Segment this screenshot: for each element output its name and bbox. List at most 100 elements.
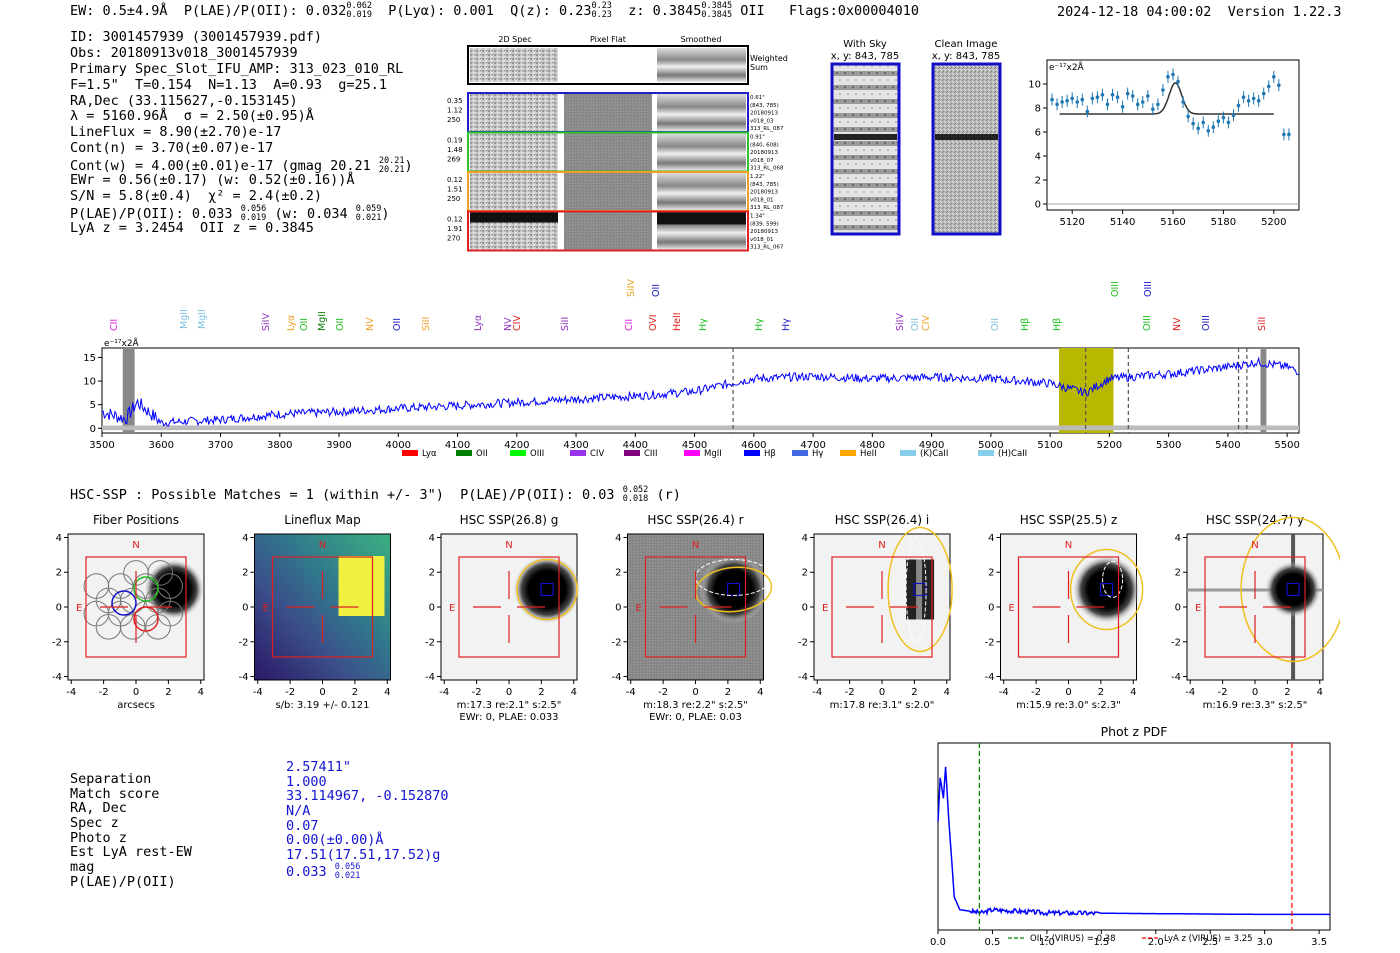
line-label: OIII	[1142, 315, 1153, 331]
spec-xtick-label: 5500	[1274, 440, 1299, 451]
panel-xtick-label: -2	[845, 687, 855, 698]
north-label: N	[319, 540, 326, 551]
cutout-smoothed-1	[657, 133, 746, 171]
photz-xtick-label: 2.5	[1202, 937, 1218, 947]
panel-4: HSC SSP(26.4) i N E -4 -4 -2 -2 0 0 2 2 4 4 m:17.8 re…	[798, 513, 953, 711]
noise-band	[102, 425, 1299, 431]
version: Version 1.22.3	[1227, 4, 1342, 20]
match-value: 17.51(17.51,17.52)g	[286, 847, 441, 864]
panel-ytick-label: 0	[56, 603, 62, 614]
spec-xtick-label: 4500	[682, 440, 707, 451]
galaxy	[699, 555, 768, 624]
zoom-unit: e⁻¹⁷x2Å	[1049, 61, 1085, 73]
east-label: E	[449, 603, 455, 614]
panel-ytick-label: 2	[242, 568, 248, 579]
spec-ytick-label: 0	[90, 424, 96, 435]
panel-0: Fiber Positions N E -4 -4 -2 -2 0 0 2 2 4 4 arcsecs	[52, 513, 205, 711]
zoom-point	[1166, 75, 1170, 79]
ew-value: EW: 0.5±4.9Å	[70, 3, 168, 19]
match-row-mag: mag 17.51(17.51,17.52)g	[70, 848, 440, 875]
qz-hi: 0.23	[591, 1, 612, 11]
galaxy	[144, 559, 205, 620]
cutout-right-label: 313_RL_087	[750, 205, 784, 211]
panel-ytick-label: -4	[985, 672, 995, 683]
cutout-2d-2	[470, 173, 558, 210]
line-label: SiII	[421, 317, 432, 331]
match-row-radec: RA, Dec 33.114967, -0.152870	[70, 789, 449, 817]
with-sky-trace	[834, 134, 897, 140]
panel-xtick-label: -4	[439, 687, 449, 698]
line-label: SiII	[1257, 317, 1268, 331]
panel-xtick-label: 4	[198, 687, 204, 698]
north-label: N	[505, 540, 512, 551]
spectrum-line	[101, 356, 1300, 427]
match-label: RA, Dec	[70, 800, 127, 817]
legend-swatch	[402, 450, 418, 456]
cutout-right-label: v018_01	[750, 197, 774, 203]
spec-xtick-label: 5300	[1156, 440, 1181, 451]
line-label: Lyα	[473, 315, 484, 331]
line-label: MgII	[179, 309, 190, 329]
panel-caption: m:18.3 re:2.2" s:2.5"	[643, 700, 748, 711]
match-row-separation: Separation 2.57411"	[70, 760, 351, 787]
legend-swatch	[744, 450, 760, 456]
zoom-point	[1110, 93, 1115, 97]
legend-swatch	[792, 450, 808, 456]
aperture-ellipse	[516, 558, 578, 621]
legend-lya-label: LyA z (VIRUS) = 3.25	[1164, 934, 1253, 944]
panel-xtick-label: 2	[352, 687, 358, 698]
source-marker	[540, 582, 554, 597]
cutout-left-label: 269	[447, 156, 460, 164]
zoom-point	[1146, 94, 1150, 98]
panel-xtick-label: -4	[1185, 687, 1195, 698]
north-label: N	[1251, 540, 1258, 551]
gray-band	[1260, 348, 1267, 433]
cutout-left-label: 250	[447, 195, 460, 203]
cutout-right-label: (843, 785)	[750, 182, 779, 188]
panel-ytick-label: -2	[425, 637, 435, 648]
panel-title: Lineflux Map	[284, 513, 360, 527]
fiber-secondary	[133, 576, 159, 602]
line-label: OVI	[648, 314, 659, 331]
hsc-suffix: (r)	[656, 487, 681, 503]
cutout-right-label: 1.22"	[750, 174, 765, 180]
legend-swatch	[570, 450, 586, 456]
clean-title: Clean Image	[935, 39, 998, 50]
legend-label: Hβ	[764, 449, 776, 459]
panel-caption: arcsecs	[117, 700, 155, 711]
zoom-ytick-label: 8	[1035, 104, 1041, 115]
panel-xtick-label: 4	[944, 687, 950, 698]
search-box	[831, 556, 933, 658]
spec-ytick-label: 5	[90, 400, 96, 411]
line-label: NV	[1172, 317, 1183, 331]
line-label: OII	[910, 318, 921, 331]
info-primary: Primary Spec_Slot_IFU_AMP: 313_023_010_R…	[70, 60, 404, 77]
zoom-point	[1055, 102, 1059, 107]
match-table: Separation 2.57411" Match score 1.000 RA, …	[70, 760, 449, 890]
cutout-dark-band-smoothed	[657, 212, 746, 225]
zoom-ytick-label: 4	[1035, 152, 1041, 163]
panel-xtick-label: -4	[253, 687, 263, 698]
cutout-right-label: 20180913	[750, 150, 778, 156]
panel-title: Fiber Positions	[93, 513, 179, 527]
aperture-ellipse	[1240, 516, 1340, 663]
line-label: CII	[109, 319, 120, 331]
zoom-point	[1065, 99, 1069, 103]
zoom-point	[1246, 99, 1251, 103]
legend-label: MgII	[704, 449, 722, 459]
info-obs: Obs: 20180913v018_3001457939	[70, 44, 298, 61]
galaxy-core	[916, 559, 923, 620]
zoom-ytick-label: 2	[1035, 176, 1041, 187]
panel-title: HSC SSP(26.8) g	[460, 513, 559, 527]
spec-xtick-label: 4800	[860, 440, 885, 451]
legend-swatch	[900, 450, 916, 456]
qz-lo: 0.23	[591, 10, 612, 20]
col-smoothed: Smoothed	[681, 35, 722, 44]
line-label: OIII	[1110, 281, 1121, 297]
z-hi: 0.3845	[701, 1, 733, 11]
match-row-score: Match score 1.000	[70, 774, 327, 802]
info-id: ID: 3001457939 (3001457939.pdf)	[70, 29, 322, 45]
panel-ytick-label: 4	[1175, 533, 1181, 544]
line-label: OII	[299, 318, 310, 331]
cutout-left-label: 0.35	[447, 97, 463, 105]
